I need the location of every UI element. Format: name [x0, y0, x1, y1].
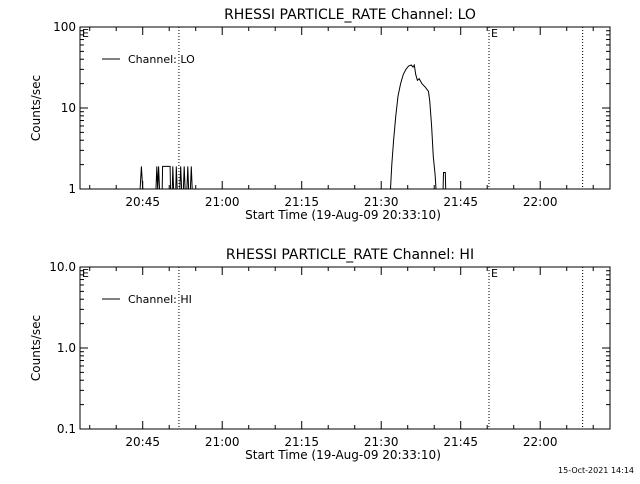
plot-frame	[79, 266, 611, 430]
x-tick-label: 21:00	[205, 195, 240, 209]
y-axis-label: Counts/sec	[29, 75, 43, 141]
x-axis-label: Start Time (19-Aug-09 20:33:10)	[245, 208, 441, 222]
y-axis-label: Counts/sec	[29, 315, 43, 381]
x-tick-label: 21:30	[364, 435, 399, 449]
legend: Channel: HI	[102, 293, 192, 306]
y-tick-label: 10.0	[49, 260, 76, 274]
x-tick-label: 21:30	[364, 195, 399, 209]
x-axis-label: Start Time (19-Aug-09 20:33:10)	[245, 448, 441, 462]
flag-label: E	[82, 27, 89, 40]
chart-panel-2: RHESSI PARTICLE_RATE Channel: HI 20:45 21:…	[29, 247, 611, 462]
x-tick-label: 21:15	[284, 195, 319, 209]
y-tick-label: 100	[53, 20, 76, 34]
flag-label: E	[491, 267, 498, 280]
y-tick-label: 0.1	[57, 422, 76, 436]
x-tick-label: 20:45	[125, 195, 160, 209]
chart-panel-1: RHESSI PARTICLE_RATE Channel: LO 20:45 21:…	[29, 7, 611, 222]
x-tick-label: 22:00	[523, 195, 558, 209]
chart-title: RHESSI PARTICLE_RATE Channel: LO	[224, 7, 476, 23]
series-line	[139, 63, 447, 190]
x-tick-label: 22:00	[523, 435, 558, 449]
x-tick-label: 21:45	[443, 435, 478, 449]
x-tick-label: 21:15	[284, 435, 319, 449]
y-tick-label: 1.0	[57, 341, 76, 355]
legend: Channel: LO	[102, 53, 195, 66]
y-tick-label: 10	[61, 101, 76, 115]
legend-entry: Channel: HI	[128, 293, 192, 306]
plot-frame	[79, 26, 611, 190]
legend-entry: Channel: LO	[128, 53, 195, 66]
footer-timestamp: 15-Oct-2021 14:14	[558, 466, 634, 475]
y-tick-label: 1	[68, 182, 76, 196]
flag-label: E	[82, 267, 89, 280]
x-tick-label: 21:00	[205, 435, 240, 449]
flag-label: E	[491, 27, 498, 40]
chart-title: RHESSI PARTICLE_RATE Channel: HI	[226, 247, 474, 263]
x-tick-label: 20:45	[125, 435, 160, 449]
x-tick-label: 21:45	[443, 195, 478, 209]
